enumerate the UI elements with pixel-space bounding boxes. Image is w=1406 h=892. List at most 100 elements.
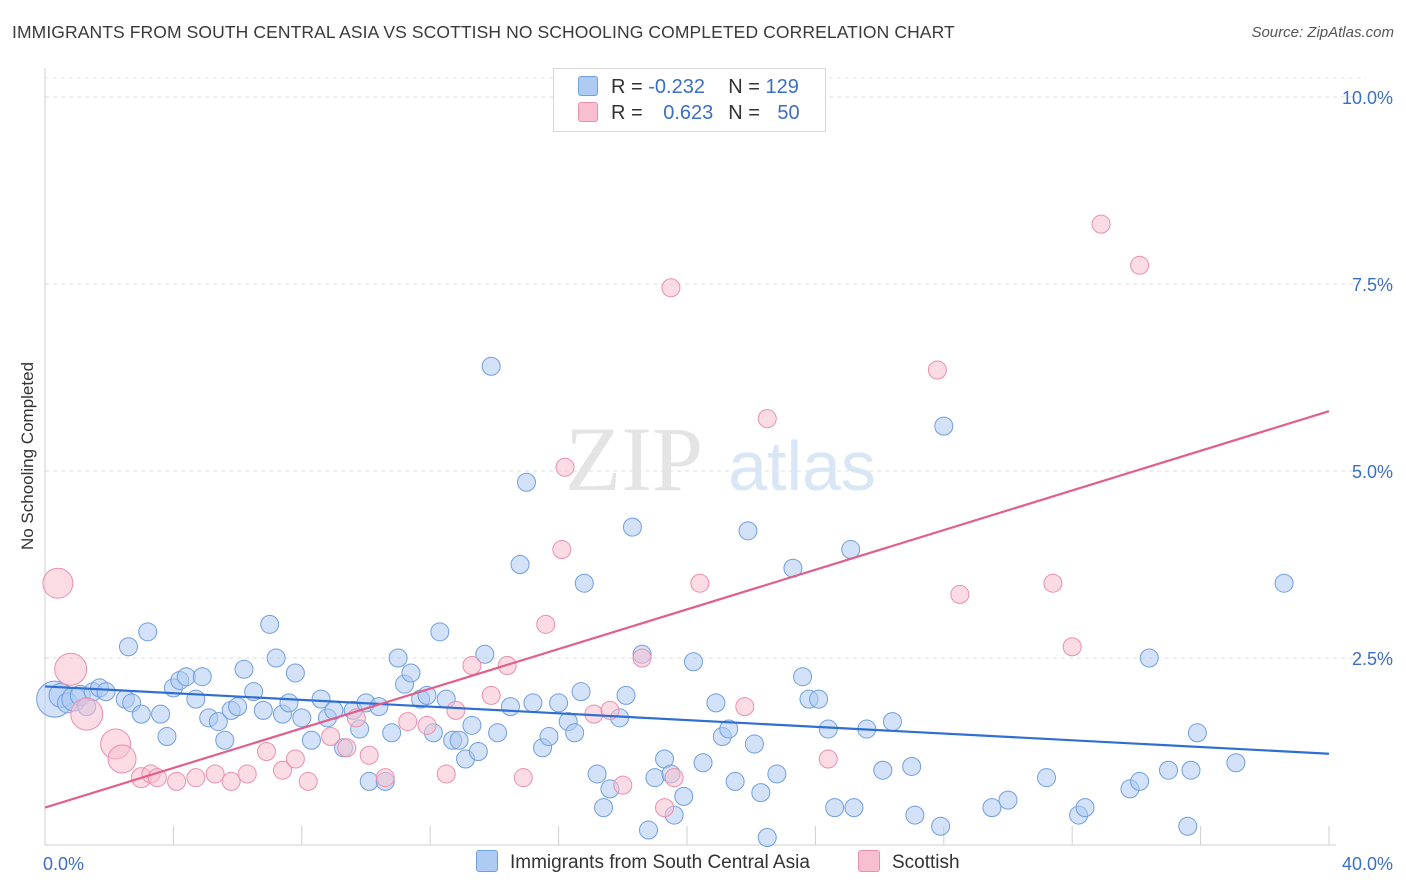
point-scottish [632,648,652,668]
point-immigrants [645,768,665,788]
point-immigrants [481,356,501,376]
point-scottish [54,652,88,686]
point-immigrants [192,667,212,687]
point-scottish [359,745,379,765]
point-immigrants [475,644,495,664]
x-tick-label: 40.0% [1342,854,1393,874]
point-immigrants [292,708,312,728]
point-immigrants [757,828,777,848]
point-immigrants [638,820,658,840]
point-immigrants [1159,760,1178,780]
point-immigrants [693,753,713,773]
point-immigrants [1274,573,1294,593]
point-scottish [237,764,257,784]
point-scottish [950,584,970,604]
point-immigrants [468,742,488,761]
point-immigrants [382,723,402,743]
bottom-legend-immigrants: Immigrants from South Central Asia [476,850,810,874]
point-scottish [690,573,710,593]
legend-r-label: R = [611,102,643,124]
point-scottish [1062,637,1082,657]
point-scottish [298,771,318,791]
point-immigrants [683,652,703,672]
point-immigrants [998,790,1018,810]
point-scottish [337,738,357,758]
y-tick-label: 5.0% [1352,462,1393,482]
legend-r-value: 0.623 [663,102,714,124]
point-immigrants [138,622,158,642]
point-scottish [256,742,276,761]
point-immigrants [539,727,559,747]
point-immigrants [725,771,745,791]
trend-lines [44,410,1330,809]
y-axis-label: No Schooling Completed [18,361,37,551]
watermark-atlas: atlas [728,427,876,505]
point-immigrants [571,682,591,702]
bottom-legend-scottish: Scottish [858,850,960,874]
point-scottish [417,715,437,735]
correlation-legend: R = -0.232 N = 129 R = 0.623 N = 50 [553,68,826,132]
point-scottish [107,744,137,774]
point-immigrants [234,659,254,679]
point-immigrants [157,727,177,747]
point-immigrants [616,685,636,705]
point-immigrants [285,663,305,683]
point-immigrants [1187,723,1207,743]
bottom-legend-label: Immigrants from South Central Asia [510,852,810,873]
point-scottish [70,697,104,731]
point-immigrants [825,798,845,818]
point-immigrants [931,816,951,836]
point-immigrants [151,704,171,724]
point-scottish [42,567,74,599]
point-immigrants [228,697,248,717]
point-immigrants [674,786,694,806]
point-scottish [481,685,501,705]
legend-r-label: R = [611,76,643,98]
point-immigrants [266,648,286,668]
point-immigrants [873,760,893,780]
point-immigrants [1037,768,1057,788]
point-scottish [735,697,755,717]
point-immigrants [176,667,196,687]
point-immigrants [549,693,569,713]
y-tick-label: 10.0% [1342,88,1393,108]
grid-lines [45,77,1366,659]
point-immigrants [1139,648,1159,668]
point-scottish [398,712,418,732]
point-immigrants [301,730,321,750]
point-scottish [167,771,187,791]
point-immigrants [1130,771,1150,791]
point-scottish [186,768,206,788]
source-credit: Source: ZipAtlas.com [1251,24,1394,41]
point-immigrants [401,663,421,683]
point-scottish [221,771,241,791]
point-immigrants [744,734,764,754]
point-scottish [1091,214,1111,234]
point-immigrants [215,730,235,750]
point-immigrants [311,689,331,709]
y-tick-label: 7.5% [1352,275,1393,295]
point-immigrants [982,798,1002,818]
point-immigrants [622,517,642,537]
point-immigrants [818,719,838,739]
point-scottish [205,764,225,784]
point-immigrants [587,764,607,784]
point-scottish [757,409,777,429]
point-immigrants [488,723,508,743]
point-immigrants [186,689,206,709]
point-immigrants [462,715,482,735]
point-immigrants [751,783,771,803]
point-immigrants [844,798,864,818]
point-immigrants [809,689,829,709]
trend-line-immigrants [44,685,1330,755]
point-scottish [818,749,838,769]
point-immigrants [902,756,922,776]
data-points [36,214,1294,848]
tick-labels: 2.5% 5.0% 7.5% 10.0% 0.0% 40.0% [43,88,1393,874]
point-immigrants [905,805,925,825]
point-immigrants [260,614,280,634]
point-immigrants [517,472,536,492]
point-scottish [462,655,482,675]
point-immigrants [767,764,787,784]
point-immigrants [430,622,450,642]
